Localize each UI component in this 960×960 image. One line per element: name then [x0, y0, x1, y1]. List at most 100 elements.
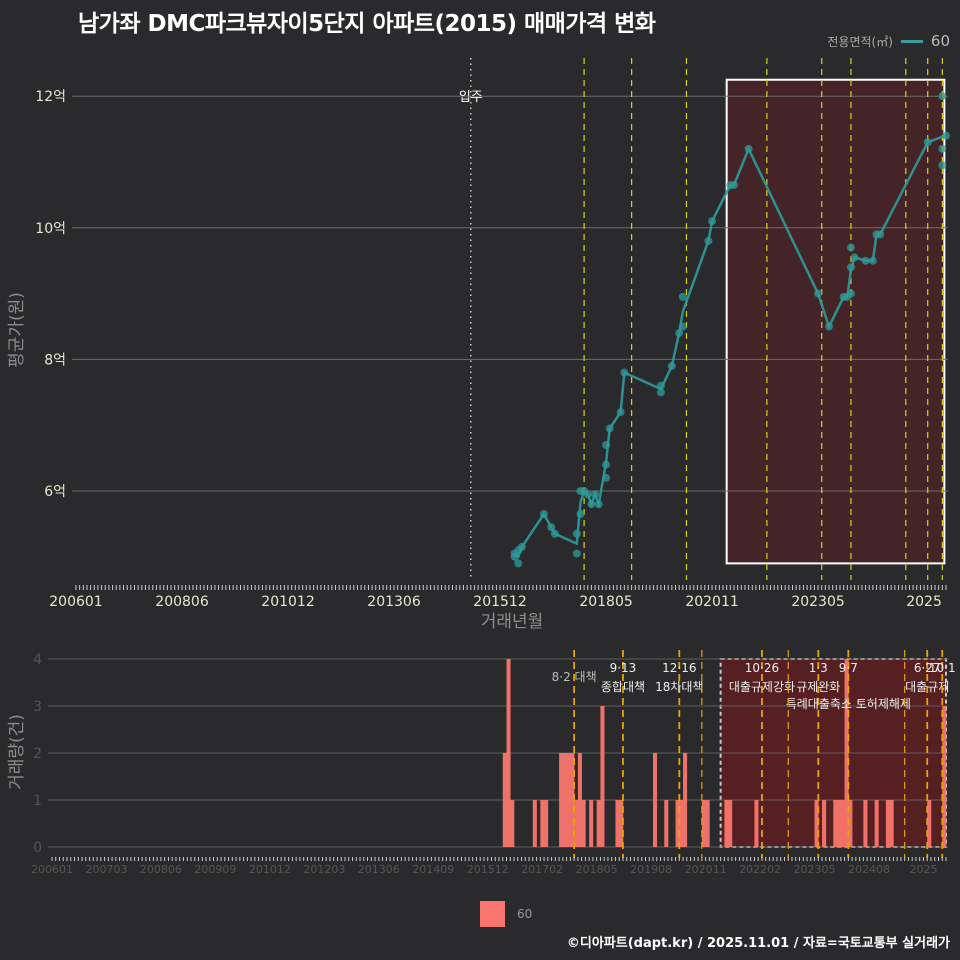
x-tick-label: 201306 [358, 863, 400, 876]
volume-bar [510, 800, 515, 847]
volume-bar [833, 800, 838, 847]
policy-name-label: 규제완화 [796, 680, 840, 694]
legend-top-value: 60 [930, 32, 950, 50]
y-axis-title: 평균가(원) [7, 292, 27, 368]
policy-name-label: 대출규제 [905, 680, 949, 694]
x-tick-label: 200703 [85, 863, 127, 876]
price-point [576, 510, 585, 519]
volume-bar [615, 800, 620, 847]
y-tick-label: 3 [33, 699, 42, 715]
volume-bar [848, 800, 853, 847]
price-point [517, 542, 526, 551]
price-point [510, 552, 519, 561]
x-tick-label: 200806 [140, 863, 182, 876]
x-tick-label: 201012 [261, 594, 314, 610]
volume-bar [544, 800, 549, 847]
x-tick-label: 200601 [31, 863, 73, 876]
legend-top: 전용면적(㎡) 60 [827, 32, 950, 50]
volume-bar [675, 800, 680, 847]
price-point [678, 322, 687, 331]
volume-bar [889, 800, 894, 847]
x-tick-label: 201203 [303, 863, 345, 876]
volume-bar [837, 800, 842, 847]
y-tick-label: 2 [33, 746, 42, 762]
y-tick-label: 8억 [44, 352, 66, 368]
x-tick-label: 201702 [521, 863, 563, 876]
volume-bar [705, 800, 710, 847]
price-point [729, 181, 738, 190]
y-tick-label: 6억 [44, 484, 66, 500]
volume-bar [701, 800, 706, 847]
x-tick-label: 200909 [194, 863, 236, 876]
policy-date-label: 10·26 [745, 661, 779, 675]
volume-bar [927, 800, 932, 847]
price-point [572, 529, 581, 538]
x-tick-label: 201512 [467, 863, 509, 876]
price-point [846, 289, 855, 298]
volume-bar [679, 800, 684, 847]
volume-bar [844, 659, 849, 847]
legend-line-swatch-icon [900, 39, 923, 43]
price-point [572, 549, 581, 558]
price-point [667, 361, 676, 370]
volume-bar [540, 800, 545, 847]
price-point [868, 256, 877, 265]
x-tick-label: 202305 [791, 594, 844, 610]
x-tick-label: 202011 [685, 594, 738, 610]
x-tick-label: 201908 [630, 863, 672, 876]
price-point [656, 388, 665, 397]
y-tick-label: 12억 [35, 89, 66, 105]
volume-bar [874, 800, 879, 847]
price-point [825, 322, 834, 331]
price-point [678, 292, 687, 301]
price-point [587, 500, 596, 509]
volume-bar [840, 800, 845, 847]
policy-date-label: 9·7 [839, 661, 858, 675]
x-tick-label: 201409 [412, 863, 454, 876]
volume-bar [596, 800, 601, 847]
x-tick-label: 201805 [579, 594, 632, 610]
chart-title: 남가좌 DMC파크뷰자이5단지 아파트(2015) 매매가격 변화 [78, 11, 656, 37]
price-point [942, 131, 950, 140]
x-tick-label: 2025 [906, 594, 942, 610]
x-tick-label: 201805 [576, 863, 618, 876]
volume-bar [942, 706, 947, 847]
price-point [675, 329, 684, 338]
volume-bar [574, 800, 579, 847]
price-point [602, 473, 611, 482]
volume-bar [724, 800, 729, 847]
volume-bar [653, 753, 658, 847]
x-tick-label: 200601 [49, 594, 102, 610]
price-point [814, 289, 823, 298]
price-point [602, 440, 611, 449]
policy-date-label: 8·2 대책 [552, 669, 597, 684]
volume-bar [562, 753, 567, 847]
price-point [547, 523, 556, 532]
footer-credit: ©디아파트(dapt.kr) / 2025.11.01 / 자료=국토교통부 실… [566, 936, 950, 951]
volume-bar [754, 800, 759, 847]
volume-bar [863, 800, 868, 847]
price-point [514, 559, 523, 568]
y-tick-label: 1 [33, 793, 42, 809]
x-tick-label: 201512 [473, 594, 526, 610]
volume-bar [885, 800, 890, 847]
volume-bar [589, 800, 594, 847]
y-tick-label: 0 [33, 840, 42, 856]
volume-bar [566, 753, 571, 847]
price-point [539, 510, 548, 519]
volume-bar [502, 753, 507, 847]
volume-bar [581, 800, 586, 847]
policy-date-label: 1·3 [809, 661, 828, 675]
x-tick-label: 202305 [794, 863, 836, 876]
price-point [876, 230, 885, 239]
price-point [744, 144, 753, 153]
volume-bar [683, 753, 688, 847]
policy-date-label: 10·1 [929, 661, 956, 675]
x-tick-label: 201306 [367, 594, 421, 610]
price-point [594, 500, 603, 509]
policy-date-label: 6·27 [914, 661, 941, 675]
x-tick-label: 202202 [739, 863, 781, 876]
move-in-label: 입주 [459, 90, 483, 105]
y-tick-label: 10억 [35, 221, 66, 237]
